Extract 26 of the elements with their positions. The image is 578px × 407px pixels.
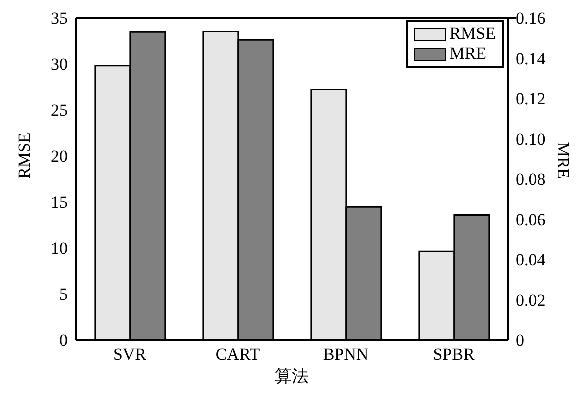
x-tick-label: SVR	[113, 345, 148, 364]
x-tick-label: CART	[216, 345, 261, 364]
y2-axis-title: MRE	[554, 142, 573, 179]
y-tick-label: 0	[60, 331, 68, 350]
y-tick-label: 30	[51, 55, 68, 74]
y-tick-label: 20	[51, 147, 68, 166]
y2-tick-label: 0.06	[516, 210, 546, 230]
legend-label: RMSE	[450, 24, 496, 44]
y2-tick-label: 0.12	[516, 90, 546, 109]
y2-tick-label: 0	[516, 331, 524, 350]
y-tick-label: 5	[60, 285, 68, 304]
y-tick-label: 15	[51, 193, 68, 212]
legend-label: MRE	[450, 44, 487, 64]
y2-tick-label: 0.02	[516, 290, 546, 310]
x-axis-title: 算法	[275, 367, 309, 386]
y-tick-label: 10	[51, 239, 68, 258]
y-axis-title: RMSE	[15, 132, 34, 179]
y-tick-label: 35	[51, 9, 68, 28]
x-tick-label: BPNN	[323, 345, 369, 364]
y2-tick-label: 0.04	[516, 250, 546, 270]
y2-tick-label: 0.10	[516, 130, 546, 149]
y-tick-label: 25	[51, 101, 68, 120]
y2-tick-label: 0.14	[516, 49, 546, 68]
y2-tick-label: 0.08	[516, 170, 546, 190]
y2-tick-label: 0.16	[516, 9, 546, 28]
x-tick-label: SPBR	[433, 345, 476, 364]
